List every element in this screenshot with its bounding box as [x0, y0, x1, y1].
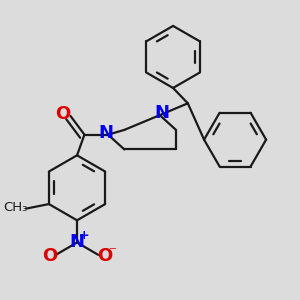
Text: ⁻: ⁻: [109, 244, 117, 260]
Text: N: N: [98, 124, 113, 142]
Text: O: O: [56, 105, 71, 123]
Text: N: N: [154, 104, 169, 122]
Text: CH₃: CH₃: [3, 201, 28, 214]
Text: O: O: [97, 248, 112, 266]
Text: N: N: [70, 233, 85, 251]
Text: +: +: [79, 230, 90, 242]
Text: O: O: [42, 248, 57, 266]
